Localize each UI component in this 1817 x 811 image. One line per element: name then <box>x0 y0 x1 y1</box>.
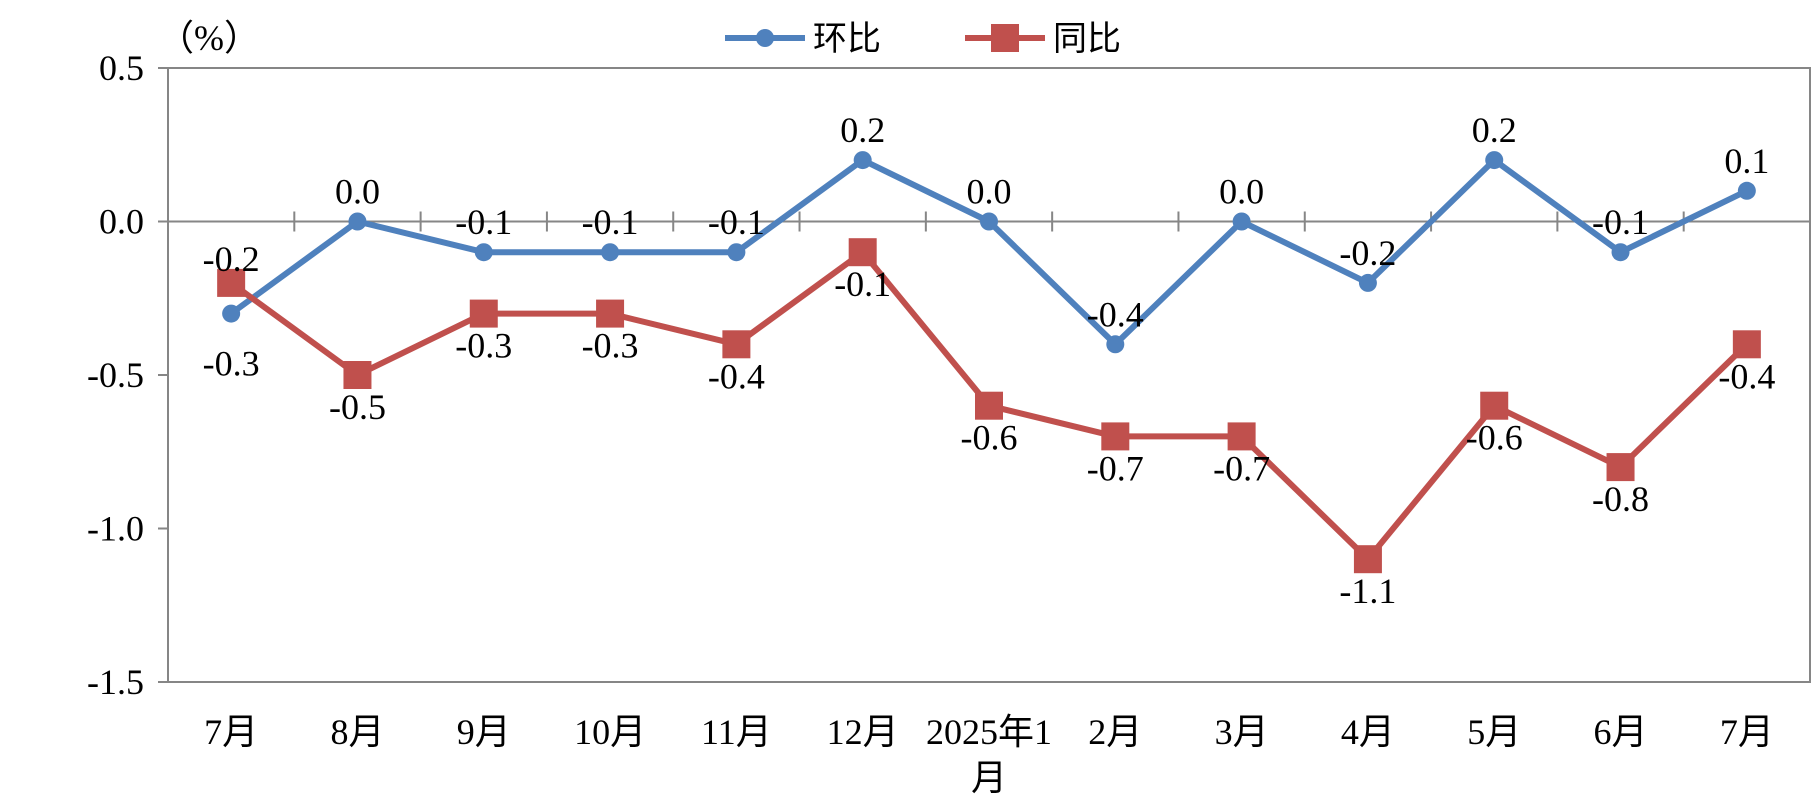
series-1-data-label: -0.2 <box>1339 233 1396 273</box>
x-tick-label: 7月 <box>1720 712 1774 752</box>
legend-label: 环比 <box>813 19 881 59</box>
series-2-point <box>1227 422 1256 451</box>
series-1-point <box>980 212 998 231</box>
series-2-data-label: -0.8 <box>1592 479 1649 519</box>
x-axis-labels: 7月 8月 9月 10月 11月 12月 2025年1 月 2月 3月 4月 5月 6月 7月 <box>204 712 1774 798</box>
series-1-data-label: 0.1 <box>1724 141 1769 181</box>
series-2-data-label: -0.7 <box>1213 448 1270 488</box>
series-2-point <box>217 268 246 297</box>
series-2-data-label: -0.1 <box>834 264 891 304</box>
series-1-data-label: -0.1 <box>1592 202 1649 242</box>
series-1-data-label: -0.1 <box>708 202 765 242</box>
series-2-point <box>848 238 877 267</box>
series-1-data-label: 0.0 <box>967 172 1012 212</box>
series-1-data-label: -0.1 <box>582 202 639 242</box>
series-2-point <box>975 391 1003 420</box>
series-1-data-label: 0.2 <box>1472 110 1517 150</box>
series-2-point <box>343 361 372 389</box>
series-2-data-label: -1.1 <box>1339 571 1396 611</box>
series-2-data-label: -0.6 <box>961 418 1018 458</box>
series-2-point <box>469 299 498 328</box>
series-1-point <box>222 304 241 323</box>
x-tick-label: 7月 <box>204 712 258 752</box>
x-tick-label: 11月 <box>701 712 772 752</box>
y-tick-label: -0.5 <box>87 355 144 395</box>
x-tick-label: 6月 <box>1594 712 1648 752</box>
series-2-point <box>1101 422 1130 451</box>
x-tick-label: 2025年1 月 <box>926 712 1052 798</box>
series-layer <box>217 151 1761 574</box>
plot-area-border <box>167 67 1811 683</box>
series-2-point <box>596 299 625 328</box>
series-1-data-label: -0.1 <box>455 202 512 242</box>
series-1-point <box>1358 273 1377 292</box>
series-2-data-label: -0.6 <box>1466 418 1523 458</box>
series-1-point <box>1106 335 1125 354</box>
series-2-point <box>722 330 751 359</box>
x-tick-label: 12月 <box>827 712 899 752</box>
x-tick-label: 10月 <box>574 712 646 752</box>
x-tick-label: 4月 <box>1341 712 1395 752</box>
series-1-point <box>601 243 620 262</box>
y-tick-label: -1.0 <box>87 509 144 549</box>
series-1-data-label: -0.3 <box>203 344 260 384</box>
data-labels: -0.3 -0.2 0.0 -0.5 -0.1 -0.3 -0.1 -0.3 -0.1 -0.4 0… <box>203 110 1776 611</box>
series-2-point <box>1606 453 1635 482</box>
series-2-point <box>1732 330 1761 359</box>
plot-frame <box>158 67 1811 683</box>
x-tick-label: 9月 <box>457 712 511 752</box>
series-2-data-label: -0.3 <box>582 326 639 366</box>
series-2-data-label: -0.3 <box>455 326 512 366</box>
series-1-point <box>474 243 493 262</box>
series-1-point <box>1485 151 1504 170</box>
series-2-data-label: -0.2 <box>203 239 260 279</box>
series-1-data-label: 0.2 <box>840 110 885 150</box>
y-tick-label: 0.5 <box>99 48 144 88</box>
y-tick-label: -1.5 <box>87 662 144 702</box>
legend-marker <box>991 24 1019 52</box>
x-tick-label: 2月 <box>1088 712 1142 752</box>
legend-label: 同比 <box>1053 19 1121 59</box>
y-tick-label: 0.0 <box>99 202 144 242</box>
series-1-data-label: -0.4 <box>1087 294 1144 334</box>
series-1-point <box>727 243 746 262</box>
series-2-point <box>1480 391 1509 420</box>
series-2-data-label: -0.4 <box>708 356 765 396</box>
series-1-point <box>853 151 872 170</box>
x-tick-label: 3月 <box>1215 712 1269 752</box>
legend-item-1: 环比 <box>725 19 881 59</box>
series-1-point <box>1737 181 1756 200</box>
legend-item-2: 同比 <box>965 19 1121 59</box>
x-tick-label: 8月 <box>330 712 384 752</box>
series-2-data-label: -0.4 <box>1718 356 1775 396</box>
series-1-data-label: 0.0 <box>335 172 380 212</box>
series-1-point <box>1611 243 1630 262</box>
series-2-data-label: -0.7 <box>1087 448 1144 488</box>
y-axis-labels: 0.5 0.0 -0.5 -1.0 -1.5 <box>87 48 144 702</box>
series-2-point <box>1353 545 1382 574</box>
series-1-data-label: 0.0 <box>1219 172 1264 212</box>
series-1-point <box>1232 212 1251 231</box>
legend: 环比 同比 <box>725 19 1121 59</box>
x-tick-label: 5月 <box>1467 712 1521 752</box>
series-2-data-label: -0.5 <box>329 387 386 427</box>
series-1-point <box>348 212 367 231</box>
y-unit-label: （%） <box>158 18 260 58</box>
legend-marker <box>756 29 774 47</box>
